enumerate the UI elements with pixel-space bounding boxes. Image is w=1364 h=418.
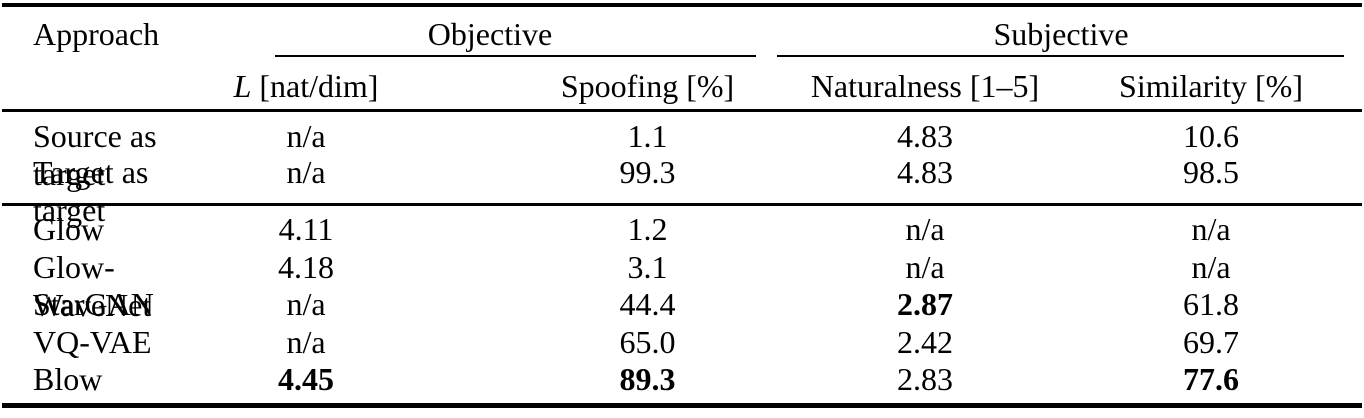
cell-likelihood: n/a: [286, 286, 326, 322]
cell-spoofing: 99.3: [619, 154, 676, 190]
cell-approach: Blow: [33, 361, 103, 397]
cell-likelihood-best: 4.45: [278, 361, 334, 397]
subjective-cmidrule: [777, 55, 1344, 57]
naturalness-column-header: Naturalness [1–5]: [810, 68, 1040, 104]
cell-naturalness: n/a: [905, 249, 945, 285]
cell-similarity: 10.6: [1183, 118, 1239, 154]
cell-similarity: 61.8: [1183, 286, 1239, 322]
bottom-rule: [2, 403, 1362, 408]
subjective-group-header: Subjective: [993, 16, 1129, 52]
cell-similarity: n/a: [1191, 211, 1231, 247]
cell-approach: Target as target: [33, 154, 149, 228]
cell-approach: StarGAN: [33, 286, 154, 322]
cell-naturalness: n/a: [905, 211, 945, 247]
table-row: Glow 4.11 1.2 n/a n/a: [2, 210, 1362, 248]
cell-approach: Glow-WaveNet: [33, 249, 152, 323]
cell-spoofing-best: 89.3: [619, 361, 676, 397]
group-header-row: Approach Objective Subjective: [2, 12, 1362, 56]
cell-naturalness-best: 2.87: [897, 286, 953, 322]
cell-spoofing: 44.4: [619, 286, 676, 322]
approach-column-header: Approach: [33, 16, 160, 52]
cell-likelihood: n/a: [286, 324, 326, 360]
cell-similarity-best: 77.6: [1183, 361, 1239, 397]
table-row: Source as target n/a 1.1 4.83 10.6: [2, 117, 1362, 192]
header-bottom-rule: [2, 109, 1362, 112]
cell-naturalness: 4.83: [897, 118, 953, 154]
table-row: VQ-VAE n/a 65.0 2.42 69.7: [2, 323, 1362, 361]
objective-group-header: Objective: [427, 16, 553, 52]
column-header-row: L [nat/dim] Spoofing [%] Naturalness [1–…: [2, 64, 1362, 108]
cell-approach: Glow: [33, 211, 105, 247]
spoofing-column-header: Spoofing [%]: [560, 68, 735, 104]
cell-similarity: n/a: [1191, 249, 1231, 285]
cell-spoofing: 65.0: [619, 324, 676, 360]
cell-likelihood: n/a: [286, 118, 326, 154]
mid-rule: [2, 203, 1362, 206]
cell-spoofing: 1.2: [627, 211, 668, 247]
objective-cmidrule: [275, 55, 756, 57]
table-row: Glow-WaveNet 4.18 3.1 n/a n/a: [2, 248, 1362, 323]
top-rule: [2, 3, 1362, 7]
likelihood-column-header: L [nat/dim]: [220, 64, 405, 108]
table-row: StarGAN n/a 44.4 2.87 61.8: [2, 285, 1362, 323]
cell-similarity: 69.7: [1183, 324, 1239, 360]
cell-approach: Source as target: [33, 118, 157, 192]
cell-approach: VQ-VAE: [33, 324, 152, 360]
approach-header-spacer: [2, 64, 220, 108]
cell-naturalness: 2.42: [897, 324, 953, 360]
table-row: Blow 4.45 89.3 2.83 77.6: [2, 360, 1362, 398]
similarity-column-header: Similarity [%]: [1119, 68, 1303, 104]
cell-likelihood: 4.11: [278, 211, 334, 247]
likelihood-unit: [nat/dim]: [251, 68, 379, 104]
cell-similarity: 98.5: [1183, 154, 1239, 190]
table-row: Target as target n/a 99.3 4.83 98.5: [2, 153, 1362, 228]
cell-naturalness: 2.83: [897, 361, 953, 397]
cell-spoofing: 1.1: [627, 118, 668, 154]
cell-spoofing: 3.1: [627, 249, 668, 285]
cell-likelihood: n/a: [286, 154, 326, 190]
cell-likelihood: 4.18: [278, 249, 334, 285]
likelihood-symbol: L: [233, 68, 252, 104]
cell-naturalness: 4.83: [897, 154, 953, 190]
